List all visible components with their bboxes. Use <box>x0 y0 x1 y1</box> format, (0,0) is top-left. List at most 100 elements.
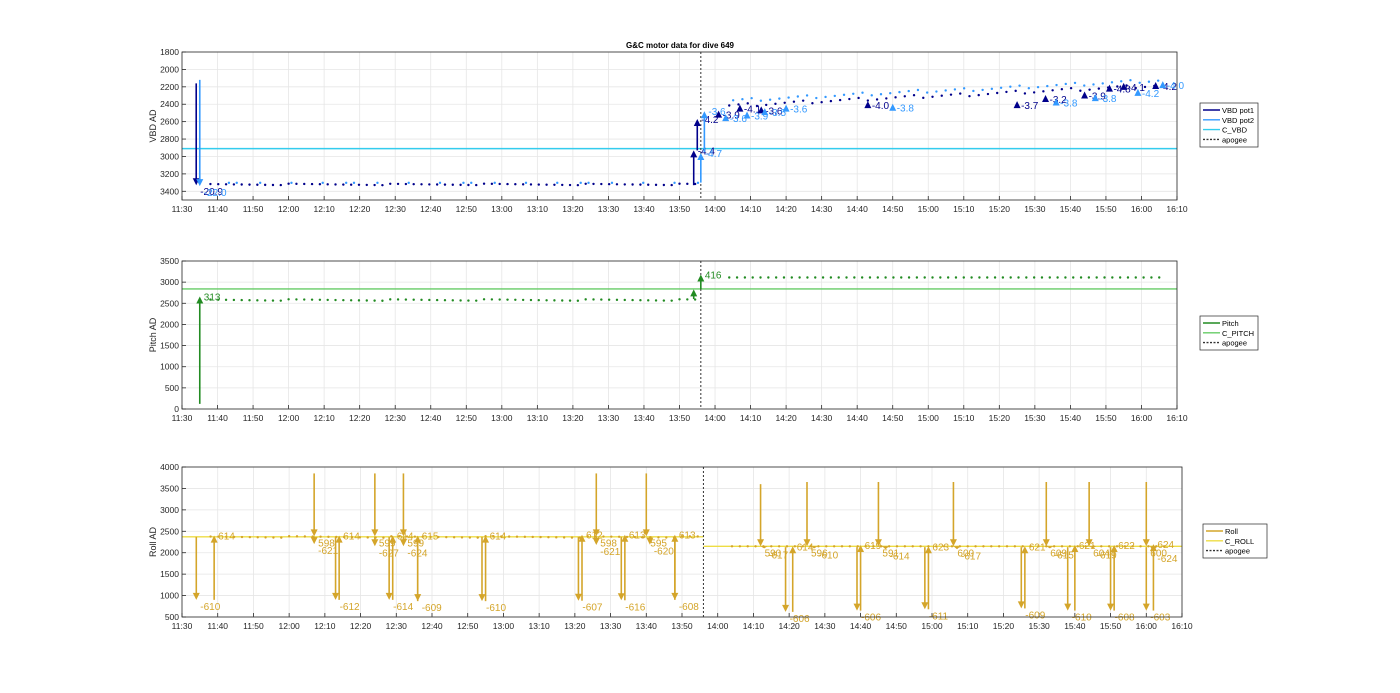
sample-point <box>857 96 860 100</box>
y-tick-label: 3500 <box>160 483 179 493</box>
sample-point <box>529 298 533 302</box>
sample-point <box>476 536 479 539</box>
sample-point <box>824 95 827 99</box>
sample-point <box>1088 88 1091 91</box>
sample-point <box>232 535 236 539</box>
sample-point <box>686 182 689 186</box>
sample-point <box>438 181 442 185</box>
x-tick-label: 15:40 <box>1060 413 1082 423</box>
sample-point <box>1060 545 1064 548</box>
sample-point <box>639 299 642 302</box>
sample-point <box>396 182 400 186</box>
y-tick-label: 2200 <box>160 82 179 92</box>
sample-point <box>922 96 925 100</box>
arrow-label: -610 <box>200 602 220 613</box>
arrow-label: 614 <box>490 532 507 543</box>
sample-point <box>774 276 778 279</box>
sample-point <box>435 298 439 302</box>
sample-point <box>490 182 494 186</box>
sample-point <box>879 93 883 96</box>
sample-point <box>459 299 462 302</box>
y-tick-label: 2500 <box>160 298 179 308</box>
sample-point <box>935 545 938 548</box>
ascent-label: -3.8 <box>1099 94 1117 105</box>
arrow-head <box>1089 546 1097 549</box>
sample-point <box>735 276 739 279</box>
x-tick-label: 13:10 <box>527 413 549 423</box>
arrow-head <box>389 535 397 543</box>
sample-point <box>999 86 1003 89</box>
sample-point <box>856 545 859 548</box>
sample-point <box>1040 276 1044 279</box>
x-tick-label: 13:20 <box>564 621 586 631</box>
ascent-marker <box>889 103 897 111</box>
sample-point <box>623 183 626 186</box>
arrow-head <box>192 592 200 600</box>
sample-point <box>811 102 814 105</box>
sample-point <box>1068 545 1072 548</box>
sample-point <box>209 182 212 186</box>
x-tick-label: 12:00 <box>278 413 300 423</box>
x-tick-label: 13:40 <box>636 621 658 631</box>
sample-point <box>743 276 747 279</box>
sample-point <box>264 536 267 539</box>
arrow-head <box>399 529 407 537</box>
ascent-label: -3.9 <box>751 112 769 123</box>
sample-point <box>365 183 368 187</box>
sample-point <box>852 92 855 95</box>
arrow-head <box>385 592 393 600</box>
sample-point <box>953 88 957 91</box>
x-tick-label: 15:20 <box>989 413 1011 423</box>
sample-point <box>1029 545 1032 548</box>
sample-point <box>507 535 511 538</box>
sample-point <box>944 89 947 92</box>
x-tick-label: 14:40 <box>847 204 869 214</box>
x-tick-label: 12:20 <box>349 204 371 214</box>
sample-point <box>1079 276 1083 279</box>
sample-point <box>1056 276 1059 279</box>
ascent-marker <box>782 104 790 112</box>
sample-point <box>467 183 470 187</box>
arrow-label: -609 <box>422 603 442 614</box>
sample-point <box>584 298 587 301</box>
sample-point <box>1018 84 1021 87</box>
sample-point <box>1138 81 1141 85</box>
sample-point <box>290 181 293 185</box>
x-tick-label: 15:20 <box>993 621 1015 631</box>
sample-point <box>817 545 820 548</box>
sample-point <box>350 536 354 539</box>
sample-point <box>647 299 650 302</box>
sample-point <box>820 100 823 104</box>
sample-point <box>1027 87 1031 90</box>
sample-point <box>342 183 345 186</box>
legend-entry: Roll <box>1225 527 1238 536</box>
x-tick-label: 15:00 <box>921 621 943 631</box>
sample-point <box>806 276 809 279</box>
sample-point <box>641 535 644 539</box>
x-tick-label: 12:00 <box>279 621 301 631</box>
arrow-head <box>857 545 865 552</box>
sample-point <box>1115 545 1119 548</box>
arrow-head <box>621 534 629 542</box>
sample-point <box>1162 545 1166 548</box>
ascent-label: -4.2 <box>1160 82 1178 93</box>
x-tick-label: 15:00 <box>918 413 940 423</box>
sample-point <box>907 276 911 279</box>
sample-point <box>919 545 922 548</box>
sample-point <box>492 535 495 538</box>
sample-point <box>1052 545 1056 548</box>
sample-point <box>349 299 353 302</box>
sample-point <box>1036 85 1040 89</box>
arrow-label: 600 <box>957 548 974 559</box>
x-tick-label: 15:50 <box>1095 204 1117 214</box>
sample-point <box>1143 85 1147 89</box>
x-tick-label: 13:50 <box>669 204 691 214</box>
sample-point <box>357 299 361 302</box>
arrow-head <box>399 539 407 547</box>
sample-point <box>759 276 762 279</box>
sample-point <box>696 181 700 185</box>
legend-box <box>1202 523 1268 559</box>
x-tick-label: 16:10 <box>1171 621 1193 631</box>
sample-point <box>1129 79 1132 82</box>
sample-point <box>373 183 376 187</box>
